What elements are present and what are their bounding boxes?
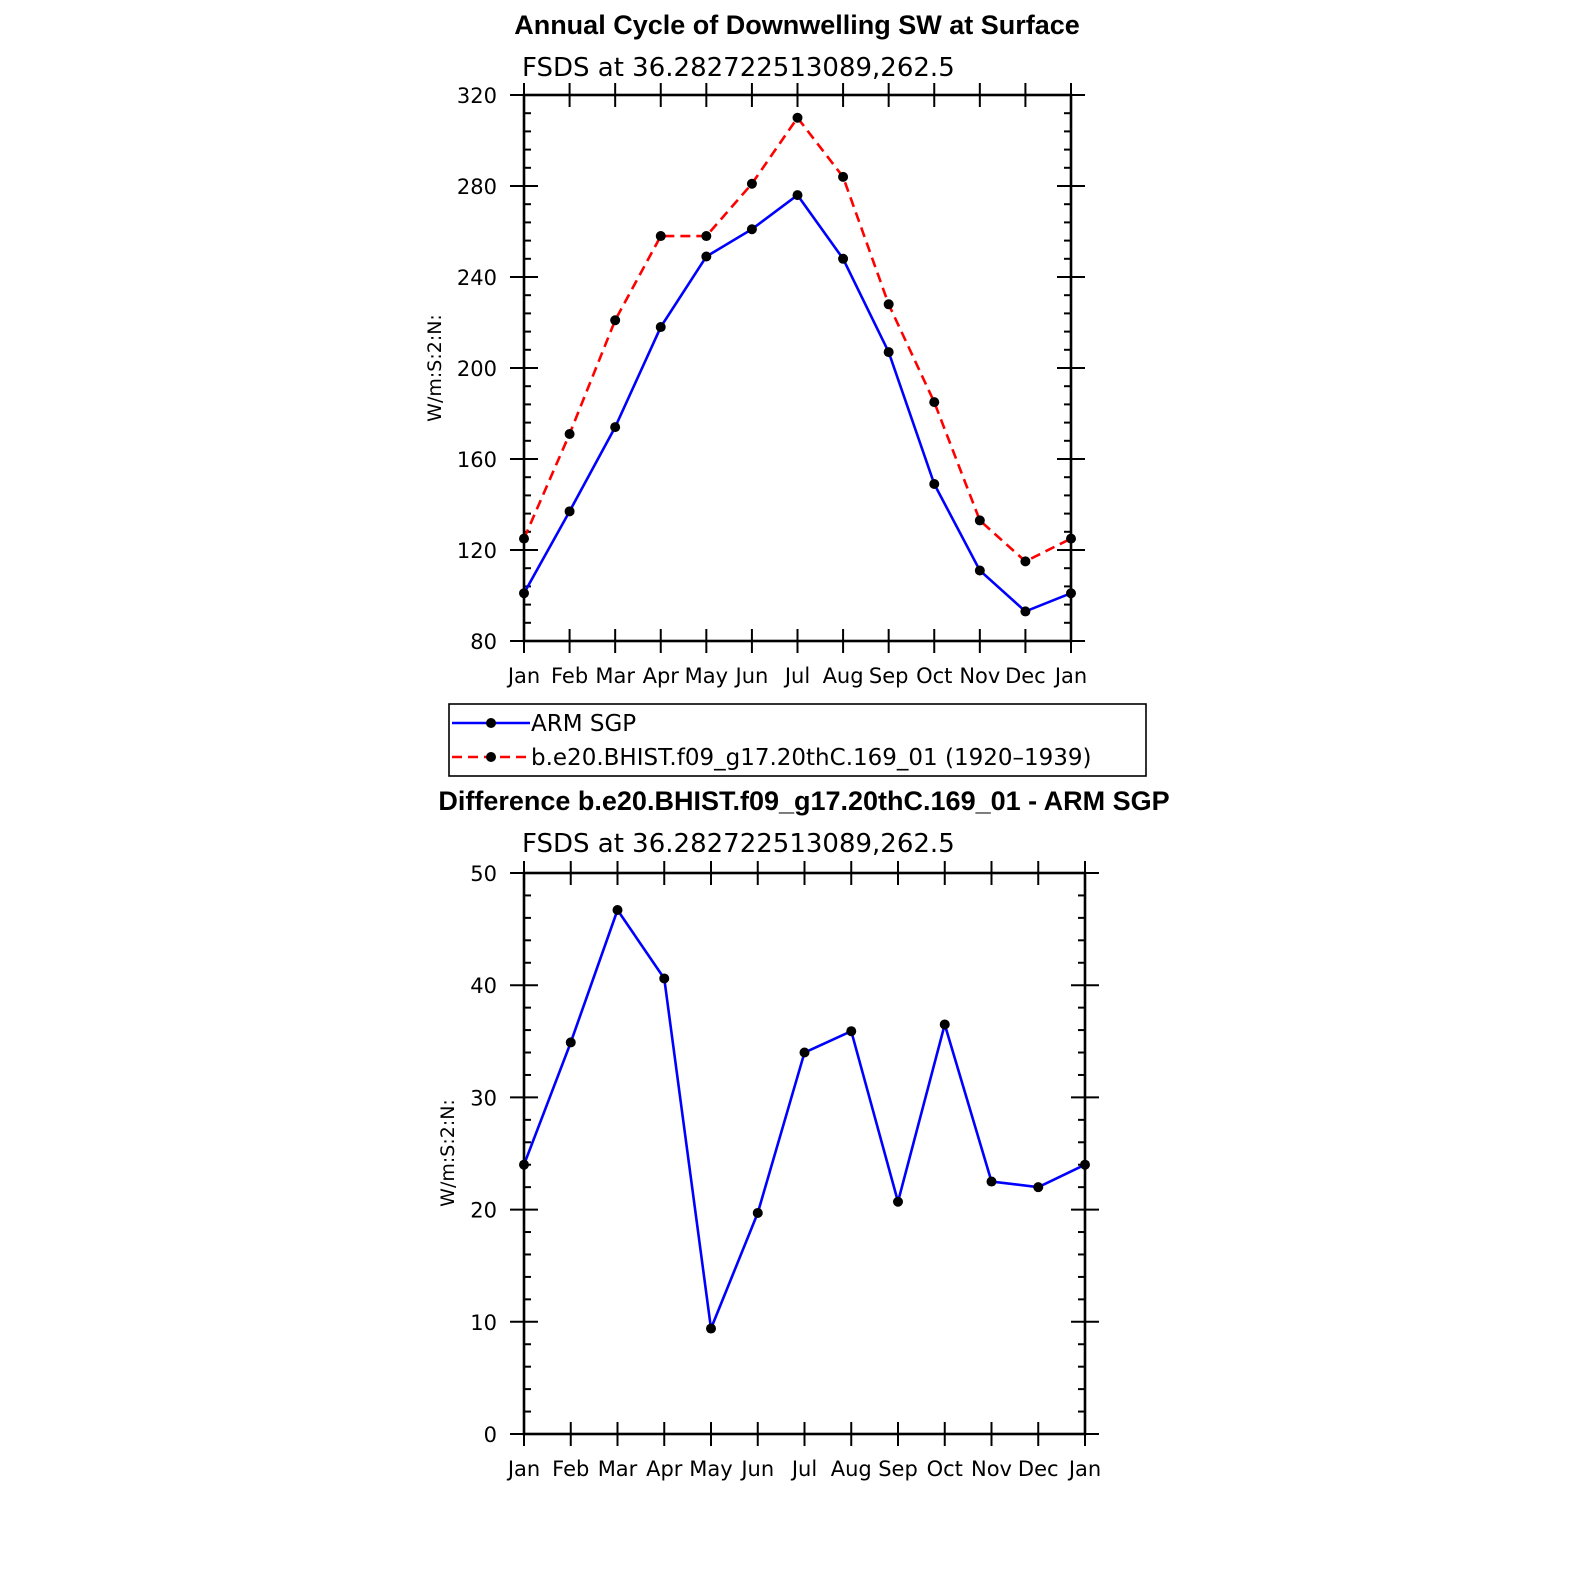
data-point xyxy=(792,190,803,201)
x-tick-label: Mar xyxy=(598,1457,638,1481)
y-tick-label: 20 xyxy=(470,1199,497,1223)
y-tick-label: 160 xyxy=(457,448,497,472)
x-tick-label: Jul xyxy=(783,664,810,688)
data-point xyxy=(1020,606,1031,617)
data-point xyxy=(701,231,712,242)
data-point xyxy=(974,515,985,526)
data-point xyxy=(565,1037,576,1048)
data-point xyxy=(659,973,670,984)
data-point xyxy=(974,565,985,576)
data-point xyxy=(838,171,849,182)
x-tick-label: May xyxy=(689,1457,732,1481)
y-tick-label: 50 xyxy=(470,862,497,886)
series-line-1 xyxy=(522,115,1072,563)
x-tick-label: Oct xyxy=(916,664,952,688)
data-point xyxy=(746,178,757,189)
x-tick-label: Jan xyxy=(506,1457,540,1481)
x-tick-label: Dec xyxy=(1005,664,1046,688)
chart-subtitle: FSDS at 36.282722513089,262.5 xyxy=(522,53,955,83)
plot-frame xyxy=(522,93,1073,643)
x-tick-label: Nov xyxy=(971,1457,1012,1481)
y-tick-label: 240 xyxy=(457,266,497,290)
x-tick-label: Sep xyxy=(869,664,909,688)
annual-cycle-panel: Annual Cycle of Downwelling SW at Surfac… xyxy=(424,10,1147,777)
data-point xyxy=(610,422,621,433)
data-point xyxy=(838,253,849,264)
legend-marker-model xyxy=(486,752,496,762)
data-point xyxy=(929,479,940,490)
x-tick-label: Oct xyxy=(927,1457,963,1481)
x-tick-label: Aug xyxy=(823,664,864,688)
x-tick-label: Jan xyxy=(1053,664,1087,688)
data-point xyxy=(655,231,666,242)
data-point xyxy=(893,1196,903,1207)
data-point xyxy=(746,224,757,235)
legend-label-arm-sgp: ARM SGP xyxy=(531,711,636,737)
series-line-0 xyxy=(522,907,1086,1334)
x-tick-label: Sep xyxy=(878,1457,918,1481)
data-point xyxy=(883,347,894,358)
data-point xyxy=(799,1047,810,1058)
series-line-0 xyxy=(522,193,1072,613)
x-tick-label: Jan xyxy=(1067,1457,1101,1481)
data-point xyxy=(792,112,803,123)
chart-title: Annual Cycle of Downwelling SW at Surfac… xyxy=(514,10,1080,40)
y-tick-label: 280 xyxy=(457,175,497,199)
x-tick-label: Jul xyxy=(790,1457,817,1481)
x-tick-label: Jun xyxy=(739,1457,774,1481)
x-tick-label: Mar xyxy=(595,664,635,688)
data-point xyxy=(701,251,712,262)
x-tick-label: Nov xyxy=(959,664,1000,688)
data-point xyxy=(706,1323,716,1334)
y-tick-label: 0 xyxy=(484,1423,497,1447)
x-tick-label: Feb xyxy=(552,1457,589,1481)
y-tick-label: 40 xyxy=(470,974,497,998)
data-point xyxy=(846,1026,857,1037)
data-point xyxy=(939,1019,950,1030)
legend-box xyxy=(448,703,1147,777)
data-point xyxy=(564,506,575,517)
y-tick-label: 10 xyxy=(470,1311,497,1335)
data-point xyxy=(929,397,940,408)
difference-panel: Difference b.e20.BHIST.f09_g17.20thC.169… xyxy=(437,786,1170,1481)
x-tick-label: Apr xyxy=(643,664,680,688)
y-tick-label: 120 xyxy=(457,539,497,563)
y-tick-label: 30 xyxy=(470,1086,497,1110)
y-tick-label: 320 xyxy=(457,84,497,108)
data-point xyxy=(752,1207,763,1218)
plot-frame xyxy=(522,871,1087,1436)
data-point xyxy=(655,322,666,333)
chart-title: Difference b.e20.BHIST.f09_g17.20thC.169… xyxy=(438,786,1169,816)
y-axis-label: W/m:S:2:N: xyxy=(437,1099,459,1207)
data-point xyxy=(986,1176,997,1187)
data-point xyxy=(1020,556,1031,567)
x-tick-label: May xyxy=(685,664,728,688)
data-point xyxy=(883,299,894,310)
legend-marker-arm-sgp xyxy=(486,718,496,728)
data-point xyxy=(564,428,575,439)
y-tick-label: 80 xyxy=(470,630,497,654)
data-point xyxy=(612,905,623,916)
x-tick-label: Jun xyxy=(734,664,769,688)
x-tick-label: Aug xyxy=(831,1457,872,1481)
x-tick-label: Dec xyxy=(1018,1457,1059,1481)
legend: ARM SGP b.e20.BHIST.f09_g17.20thC.169_01… xyxy=(448,703,1147,777)
data-point xyxy=(1033,1182,1044,1193)
x-tick-label: Apr xyxy=(646,1457,683,1481)
y-tick-label: 200 xyxy=(457,357,497,381)
x-tick-label: Feb xyxy=(551,664,588,688)
x-tick-label: Jan xyxy=(506,664,540,688)
chart-subtitle: FSDS at 36.282722513089,262.5 xyxy=(522,829,955,859)
data-point xyxy=(610,315,621,326)
y-axis-label: W/m:S:2:N: xyxy=(424,314,446,422)
legend-label-model: b.e20.BHIST.f09_g17.20thC.169_01 (1920–1… xyxy=(531,745,1092,771)
